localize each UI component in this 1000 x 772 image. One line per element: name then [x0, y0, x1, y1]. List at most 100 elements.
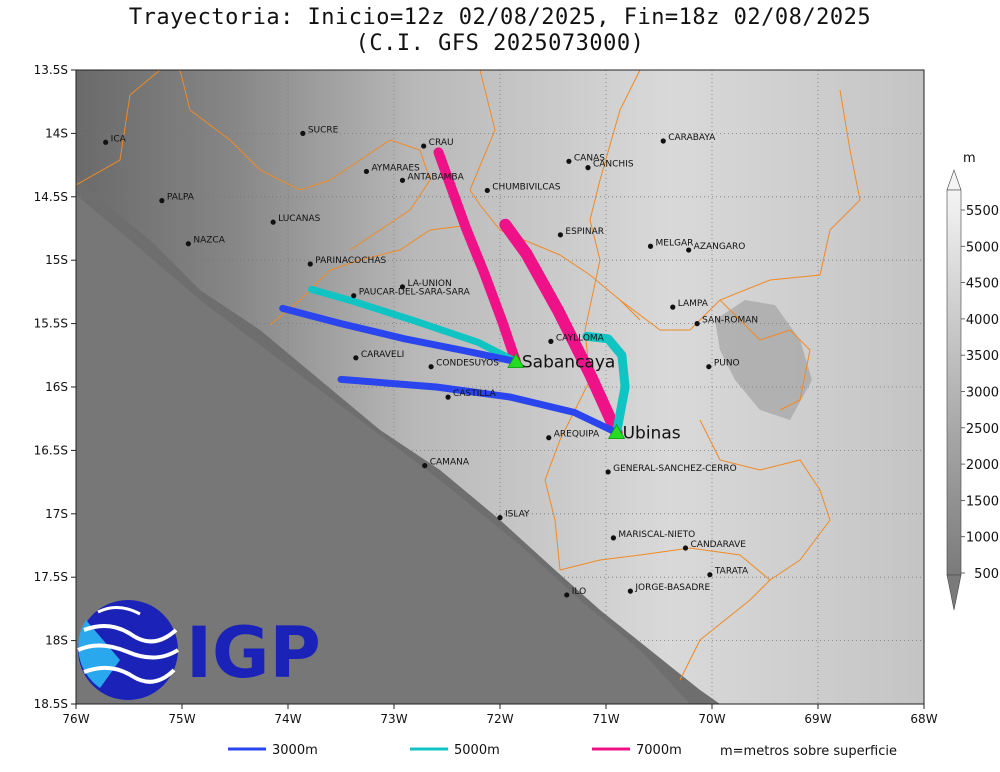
place-marker — [159, 198, 165, 204]
place-marker — [706, 364, 712, 370]
legend-label: 3000m — [272, 743, 318, 758]
trajectory-3000m — [279, 304, 520, 366]
volcano-label: Sabancaya — [522, 353, 615, 373]
place-marker — [566, 158, 572, 164]
place-label: CRAU — [429, 138, 454, 148]
place-label: SAN-ROMAN — [702, 316, 758, 326]
place-label: GENERAL-SANCHEZ-CERRO — [613, 464, 737, 474]
legend-label: 5000m — [454, 743, 500, 758]
place-marker — [610, 535, 617, 541]
place-marker — [546, 435, 552, 441]
border-line — [269, 224, 471, 326]
ocean-coast-shade — [76, 195, 690, 704]
volcano-marker — [507, 352, 525, 369]
place-label: ILO — [572, 587, 586, 597]
colorbar-label: 2500 — [966, 422, 999, 437]
place-label: CASTILLA — [453, 389, 497, 399]
place-marker — [707, 572, 713, 578]
colorbar-label: 3000 — [966, 386, 999, 401]
colorbar-label: 5000 — [966, 240, 999, 255]
place-marker — [300, 130, 306, 136]
place-label: ESPINAR — [565, 227, 604, 237]
place-marker — [428, 364, 434, 370]
place-marker — [660, 138, 666, 144]
place-marker — [307, 261, 313, 267]
lat-tick-label: 15S — [45, 253, 68, 267]
lat-tick-label: 14.5S — [34, 190, 68, 204]
colorbar-labels: 5500 5000 4500 4000 3500 3000 2500 2000 1500 1000… — [961, 204, 999, 582]
elevation-colorbar: m 5500 5000 4500 4000 3500 3000 2500 2000 1500 10… — [946, 151, 999, 611]
colorbar-label: 5500 — [966, 204, 999, 219]
place-label: LA-UNION — [407, 279, 451, 289]
place-marker — [557, 232, 564, 238]
colorbar-label: 1500 — [966, 494, 999, 509]
place-label: PUNO — [714, 359, 740, 369]
place-label: AREQUIPA — [554, 430, 600, 440]
border-line — [329, 139, 431, 251]
place-marker — [399, 284, 406, 290]
place-marker — [185, 241, 191, 247]
colorbar-top-cap — [946, 169, 962, 191]
place-marker — [585, 165, 591, 171]
place-label: LUCANAS — [278, 214, 320, 224]
axis-ticks: 76W 75W 74W 73W 72W 71W 70W 69W 68W 13.5S 14S 14.5S… — [34, 63, 938, 726]
place-label: CANAS — [574, 153, 605, 163]
place-label: CONDESUYOS — [436, 359, 499, 369]
lat-tick-label: 18S — [45, 634, 68, 648]
lat-tick-label: 14S — [45, 126, 68, 140]
place-marker — [422, 463, 428, 469]
place-label: ISLAY — [505, 510, 530, 520]
place-label: PALPA — [167, 193, 195, 203]
trajectory-5000m — [307, 285, 520, 366]
igp-logo-text: IGP — [186, 612, 321, 694]
lat-tick-label: 18.5S — [34, 697, 68, 711]
lon-tick-label: 73W — [380, 712, 407, 726]
place-label: JORGE-BASADRE — [634, 583, 710, 593]
trajectory-7000m — [433, 147, 521, 367]
border-line — [469, 70, 641, 321]
border-line — [719, 299, 811, 411]
place-label: CANCHIS — [593, 160, 634, 170]
place-marker — [353, 355, 359, 361]
place-marker — [548, 338, 554, 344]
place-marker — [103, 139, 109, 145]
place-marker — [670, 304, 676, 310]
lon-tick-label: 69W — [804, 712, 831, 726]
igp-globe-icon — [77, 600, 180, 700]
place-label: ANTABAMBA — [407, 172, 464, 182]
lon-tick-label: 71W — [592, 712, 619, 726]
legend: 3000m 5000m 7000m — [228, 743, 682, 758]
place-marker — [399, 177, 406, 183]
colorbar-bar — [946, 189, 962, 576]
lon-tick-label: 75W — [168, 712, 195, 726]
lon-tick-label: 68W — [910, 712, 937, 726]
lon-tick-label: 72W — [486, 712, 513, 726]
colorbar-label: 2000 — [966, 458, 999, 473]
lat-tick-label: 16S — [45, 380, 68, 394]
border-line — [179, 70, 331, 191]
map-title: Trayectoria: Inicio=12z 02/08/2025, Fin=… — [128, 5, 872, 30]
colorbar-label: 4000 — [966, 313, 999, 328]
trajectory-3000m — [337, 375, 621, 437]
place-label: TARATA — [714, 567, 749, 577]
place-label: CAMANA — [430, 458, 470, 468]
place-label: CANDARAVE — [691, 540, 747, 550]
colorbar-label: 4500 — [966, 277, 999, 292]
place-label: MARISCAL-NIETO — [618, 530, 695, 540]
lat-tick-label: 15.5S — [34, 317, 68, 331]
lake-titicaca — [715, 300, 812, 420]
place-marker — [351, 293, 357, 299]
legend-label: 7000m — [636, 743, 682, 758]
trajectory-layer — [279, 147, 630, 439]
place-label: PAUCAR-DEL-SARA-SARA — [359, 288, 471, 298]
place-marker — [627, 588, 633, 594]
border-line — [76, 70, 161, 186]
volcano-layer: Sabancaya Ubinas — [507, 352, 681, 444]
place-marker — [682, 545, 689, 551]
volcano-label: Ubinas — [623, 424, 681, 444]
place-marker — [647, 243, 654, 249]
lon-tick-label: 74W — [274, 712, 301, 726]
lon-tick-label: 70W — [698, 712, 725, 726]
